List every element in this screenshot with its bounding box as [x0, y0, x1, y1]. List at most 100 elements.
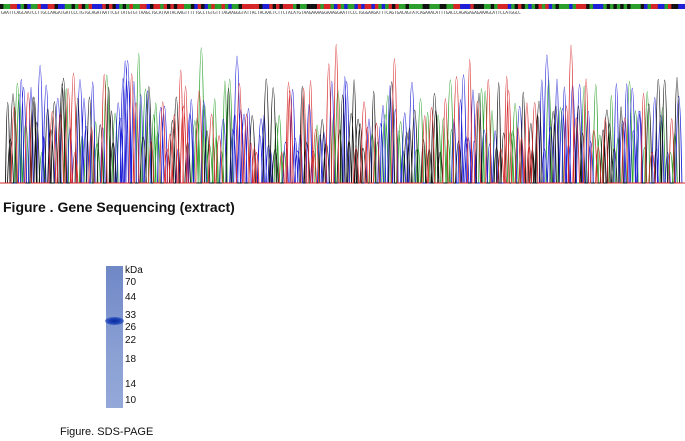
base-call-tick — [487, 4, 492, 9]
base-call-tick — [405, 4, 410, 9]
base-call-tick — [20, 4, 25, 9]
base-call-tick — [518, 4, 522, 9]
base-call-tick — [122, 4, 127, 9]
base-call-tick — [470, 4, 475, 9]
base-call-tick — [235, 4, 239, 9]
base-call-tick — [337, 4, 342, 9]
base-call-tick — [132, 4, 137, 9]
base-call-tick — [201, 4, 205, 9]
base-call-tick — [51, 4, 55, 9]
base-call-tick — [320, 4, 325, 9]
base-call-tick — [466, 4, 471, 9]
base-call-tick — [429, 4, 434, 9]
base-call-tick — [385, 4, 389, 9]
base-call-tick — [586, 4, 590, 9]
base-call-tick — [190, 4, 195, 9]
base-call-tick — [463, 4, 468, 9]
base-call-tick — [255, 4, 260, 9]
base-call-tick — [647, 4, 652, 9]
sds-page-gel: kDa 70 44 33 26 22 18 14 10 — [100, 262, 230, 412]
gel-lane — [106, 266, 123, 408]
base-call-tick — [262, 4, 267, 9]
base-call-tick — [316, 4, 321, 9]
base-call-tick — [610, 4, 614, 9]
base-call-tick — [218, 4, 222, 9]
base-call-tick — [674, 4, 679, 9]
base-call-tick — [667, 4, 672, 9]
base-call-tick — [136, 4, 141, 9]
base-call-tick — [10, 4, 14, 9]
base-call-tick — [627, 4, 631, 9]
base-call-tick — [391, 4, 396, 9]
base-call-tick — [436, 4, 440, 9]
base-call-tick — [344, 4, 348, 9]
chromatogram-trace — [0, 47, 685, 184]
base-call-tick — [575, 4, 580, 9]
base-call-tick — [112, 4, 117, 9]
base-call-tick — [565, 4, 570, 9]
base-call-tick — [480, 4, 485, 9]
marker-label: 33 — [125, 310, 137, 321]
base-call-tick — [272, 4, 277, 9]
base-call-tick — [173, 4, 178, 9]
base-call-tick — [378, 4, 382, 9]
base-call-tick — [238, 4, 243, 9]
base-call-tick — [426, 4, 430, 9]
base-call-tick — [412, 4, 417, 9]
marker-label: 18 — [125, 354, 137, 365]
base-call-tick — [54, 4, 59, 9]
base-call-tick — [333, 4, 338, 9]
marker-label: 44 — [125, 292, 137, 303]
base-call-tick — [102, 4, 106, 9]
base-call-tick — [327, 4, 331, 9]
base-call-tick — [47, 4, 52, 9]
base-call-tick — [252, 4, 256, 9]
base-call-tick — [241, 4, 246, 9]
base-call-tick — [371, 4, 376, 9]
base-call-tick — [88, 4, 93, 9]
base-call-tick — [582, 4, 587, 9]
base-call-tick — [569, 4, 573, 9]
base-call-tick — [221, 4, 226, 9]
base-call-tick — [531, 4, 536, 9]
base-call-tick — [177, 4, 181, 9]
base-call-tick — [497, 4, 502, 9]
base-call-tick — [156, 4, 161, 9]
base-call-tick — [616, 4, 621, 9]
base-call-tick — [613, 4, 618, 9]
base-call-tick — [633, 4, 638, 9]
base-call-tick — [340, 4, 345, 9]
base-call-tick — [211, 4, 215, 9]
base-call-tick — [194, 4, 198, 9]
base-call-tick — [293, 4, 297, 9]
base-call-tick — [214, 4, 219, 9]
base-call-tick — [620, 4, 624, 9]
base-call-tick — [27, 4, 31, 9]
base-call-tick — [85, 4, 89, 9]
base-call-tick — [34, 4, 38, 9]
base-call-tick — [64, 4, 69, 9]
base-call-tick — [279, 4, 284, 9]
base-call-tick — [657, 4, 662, 9]
base-call-tick — [490, 4, 495, 9]
base-call-tick — [143, 4, 147, 9]
base-call-tick — [524, 4, 529, 9]
base-call-tick — [184, 4, 188, 9]
base-call-tick — [528, 4, 532, 9]
base-call-tick — [562, 4, 567, 9]
base-call-tick — [623, 4, 628, 9]
base-call-tick — [231, 4, 236, 9]
base-call-tick — [664, 4, 669, 9]
base-call-tick — [661, 4, 665, 9]
base-call-tick — [419, 4, 423, 9]
base-call-tick — [408, 4, 413, 9]
base-call-tick — [17, 4, 21, 9]
base-call-tick — [71, 4, 76, 9]
base-call-tick — [351, 4, 355, 9]
base-call-tick — [68, 4, 72, 9]
base-call-tick — [483, 4, 488, 9]
base-call-tick — [589, 4, 594, 9]
base-call-tick — [37, 4, 42, 9]
base-call-tick — [640, 4, 645, 9]
base-call-tick — [456, 4, 461, 9]
